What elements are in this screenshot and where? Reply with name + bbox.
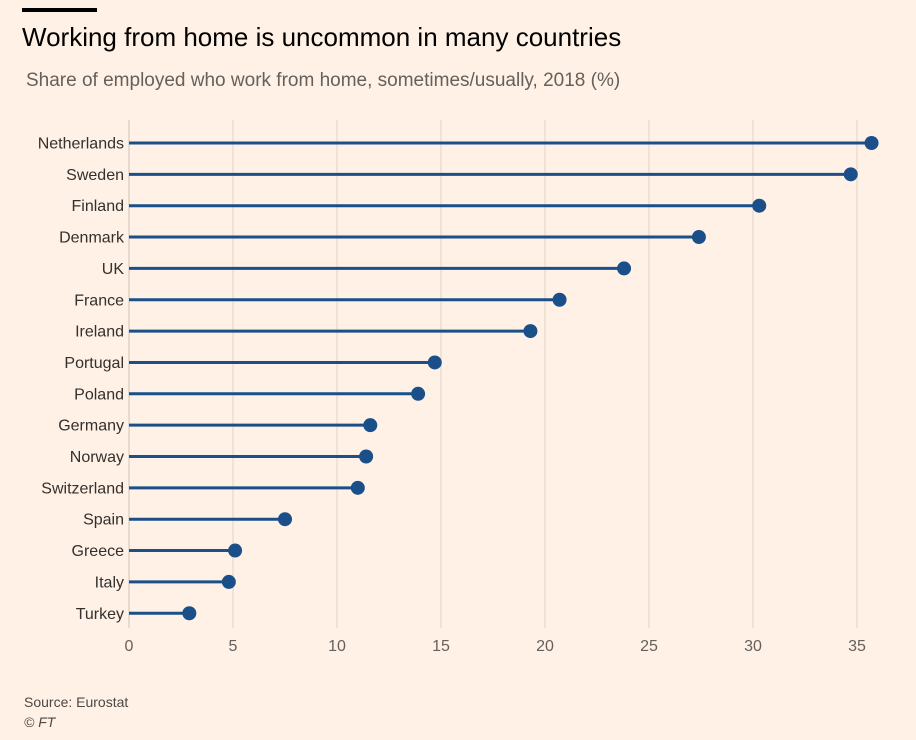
x-tick-label: 30 bbox=[744, 638, 762, 655]
lollipop-dot bbox=[411, 386, 426, 401]
category-label: Denmark bbox=[59, 230, 125, 247]
category-label: Finland bbox=[72, 198, 124, 215]
chart-subtitle: Share of employed who work from home, so… bbox=[26, 70, 621, 91]
category-label: Poland bbox=[74, 386, 124, 403]
source-note: Source: Eurostat bbox=[24, 694, 129, 710]
lollipop-dot bbox=[617, 261, 632, 276]
x-tick-label: 5 bbox=[229, 638, 238, 655]
category-label: Switzerland bbox=[41, 480, 124, 497]
chart-title: Working from home is uncommon in many co… bbox=[22, 22, 622, 52]
category-label: Netherlands bbox=[38, 136, 124, 153]
lollipop-dot bbox=[691, 230, 706, 245]
category-label: Germany bbox=[58, 418, 124, 435]
category-label: Portugal bbox=[64, 355, 124, 372]
lollipop-dot bbox=[228, 543, 243, 558]
lollipop-dot bbox=[182, 606, 197, 621]
category-label: UK bbox=[102, 261, 125, 278]
category-label: Turkey bbox=[76, 606, 124, 623]
lollipop-dot bbox=[427, 355, 442, 370]
lollipop-dot bbox=[278, 512, 292, 527]
lollipop-dot bbox=[752, 198, 767, 213]
lollipop-dot bbox=[864, 136, 879, 150]
copyright-credit: © FT bbox=[24, 714, 56, 730]
x-tick-label: 35 bbox=[848, 638, 866, 655]
category-label: Italy bbox=[95, 574, 124, 591]
lollipop-chart: 0 5 10 15 20 25 30 35 Netherlands Sweden Finland De… bbox=[38, 120, 879, 655]
category-label: Sweden bbox=[66, 167, 124, 184]
lollipop-dot bbox=[363, 418, 378, 433]
category-label: Spain bbox=[83, 512, 124, 529]
lollipop-dot bbox=[552, 292, 567, 307]
lollipop-dot bbox=[359, 449, 374, 464]
lollipop-dot bbox=[523, 324, 538, 339]
top-rule bbox=[22, 8, 97, 12]
category-label: France bbox=[74, 292, 124, 309]
lollipop-dot bbox=[350, 480, 365, 495]
x-tick-label: 10 bbox=[328, 638, 346, 655]
category-label: Ireland bbox=[75, 324, 124, 341]
x-tick-label: 15 bbox=[432, 638, 450, 655]
x-tick-label: 0 bbox=[125, 638, 134, 655]
category-label: Greece bbox=[72, 543, 125, 560]
x-tick-label: 20 bbox=[536, 638, 554, 655]
x-tick-label: 25 bbox=[640, 638, 658, 655]
category-label: Norway bbox=[70, 449, 124, 466]
lollipop-dot bbox=[221, 574, 236, 589]
lollipop-dot bbox=[843, 167, 858, 182]
